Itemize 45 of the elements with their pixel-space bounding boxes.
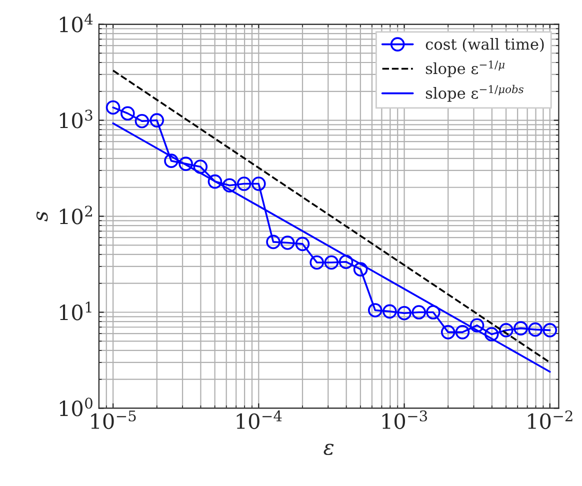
point [222,178,237,192]
point [382,304,397,319]
point [164,154,178,168]
point [470,318,484,333]
point [252,176,266,191]
point [542,323,558,338]
y-tick-label: 10$^{3}$ [60,110,92,128]
point [499,323,514,338]
x-tick-label: 10$^{−2}$ [528,410,572,430]
point [134,114,150,128]
point [295,236,310,252]
point [484,327,499,342]
point [397,306,412,320]
point [528,322,542,337]
point [324,255,339,270]
point [236,176,252,191]
point [193,160,208,174]
point [266,234,280,250]
y-tick-label: 10$^{0}$ [60,398,92,416]
point [338,254,354,270]
legend-label: slope ε$^{−1/μ}$ [426,60,505,78]
point [150,113,164,128]
x-tick-label: 10$^{−5}$ [91,410,136,430]
point [412,305,426,320]
y-axis-title: s [36,212,48,222]
legend-label: cost (wall time) [426,38,544,52]
y-tick-label: 10$^{2}$ [60,206,92,224]
point [353,262,368,276]
point [208,174,222,189]
point [514,321,528,336]
point [310,255,324,270]
point [455,325,470,340]
x-tick-label: 10$^{−4}$ [236,410,282,430]
x-axis-title: ε [324,444,334,456]
point [440,325,456,340]
point [426,305,440,320]
point [106,100,120,115]
point [120,106,135,121]
point [280,236,295,250]
y-tick-label: 10$^{4}$ [60,14,93,32]
y-tick-label: 10$^{1}$ [60,302,92,320]
point [368,303,382,318]
x-tick-label: 10$^{−3}$ [382,410,428,430]
legend-label: slope ε$^{−1/μobs}$ [426,84,524,102]
point [178,156,193,171]
